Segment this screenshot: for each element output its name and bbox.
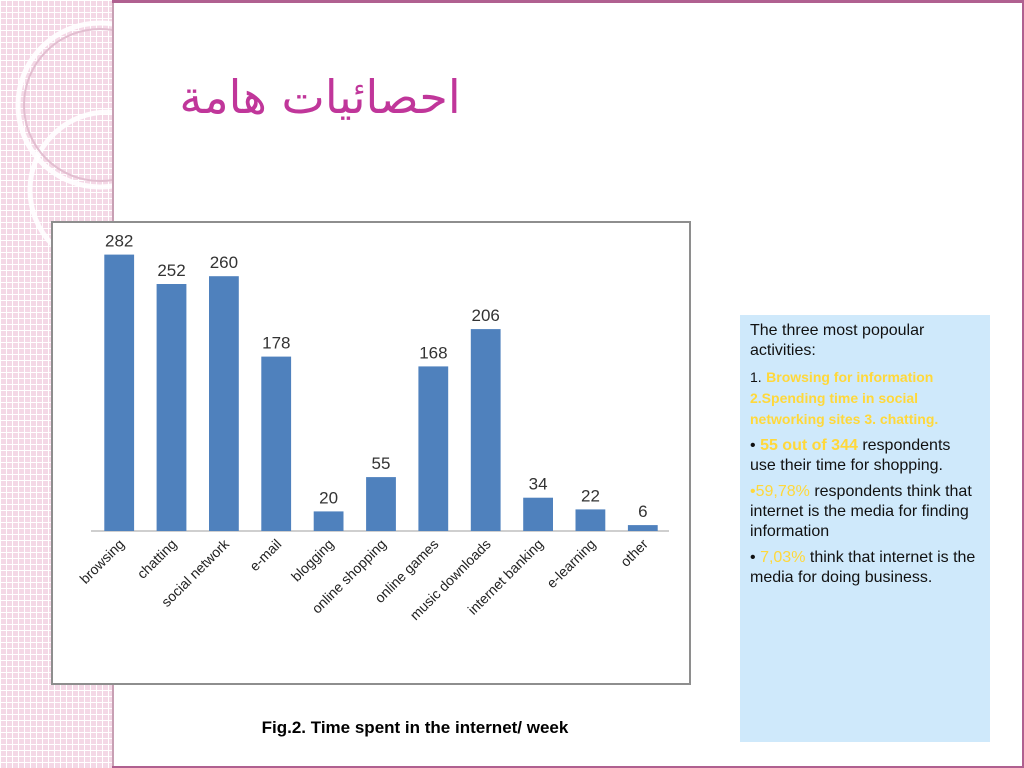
info-item-4-text: think that internet is the media for doi… [750,549,976,586]
info-item-3-text: respondents think that internet is the m… [750,483,972,540]
data-label-e-mail: 178 [262,334,290,353]
info-item-4-bullet: • [750,549,756,566]
data-label-e-learning: 22 [581,486,600,505]
bar-music-downloads [470,329,501,531]
bar-online-games [418,366,449,531]
bar-social-network [209,276,239,531]
slide-title: احصائيات هامة [179,70,461,124]
info-item-1-number: 1. [750,369,762,385]
bar-other [627,525,658,531]
data-label-chatting: 252 [157,261,185,280]
frame-bottom-border [112,766,1024,768]
info-item-2-text: respondents use their time for shopping. [750,437,951,474]
info-box: The three most popoular activities: 1. B… [740,315,990,742]
bar-e-learning [575,509,606,531]
data-label-internet-banking: 34 [529,475,548,494]
tick-label-chatting: chatting [134,536,180,582]
data-label-blogging: 20 [319,488,338,507]
tick-label-e-learning: e-learning [543,536,598,591]
bar-internet-banking [523,497,553,531]
info-item-4: • 7,03% think that internet is the media… [750,548,980,588]
info-item-2-highlight: 55 out of 344 [760,437,858,454]
tick-label-browsing: browsing [76,536,127,587]
bar-chart: 282 browsing 252 chatting 260 social network 1… [51,221,691,685]
bar-e-mail [261,356,292,531]
info-item-3: •59,78% respondents think that internet … [750,482,980,542]
info-item-4-highlight: 7,03% [760,549,806,566]
figure-caption: Fig.2. Time spent in the internet/ week [261,718,569,737]
info-item-1: 1. Browsing for information 2.Spending t… [750,367,980,430]
bar-blogging [313,511,344,531]
tick-label-e-mail: e-mail [246,536,284,574]
data-label-online-shopping: 55 [372,454,391,473]
data-label-online-games: 168 [419,343,447,362]
tick-label-blogging: blogging [288,536,337,585]
data-label-social-network: 260 [210,253,238,272]
info-item-3-highlight: •59,78% [750,483,810,500]
data-label-browsing: 282 [105,232,133,251]
info-item-2: • 55 out of 344 respondents use their ti… [750,436,980,476]
data-label-other: 6 [638,502,647,521]
info-intro: The three most popoular activities: [750,322,925,359]
info-item-2-bullet: • [750,437,756,454]
frame-right-border [1022,0,1024,768]
bar-online-shopping [366,477,396,531]
frame-top-border [112,0,1024,3]
bar-browsing [104,254,135,531]
tick-label-other: other [617,536,651,570]
info-item-1-highlight: Browsing for information 2.Spending time… [750,369,939,427]
bar-chatting [156,284,187,531]
data-label-music-downloads: 206 [472,306,500,325]
